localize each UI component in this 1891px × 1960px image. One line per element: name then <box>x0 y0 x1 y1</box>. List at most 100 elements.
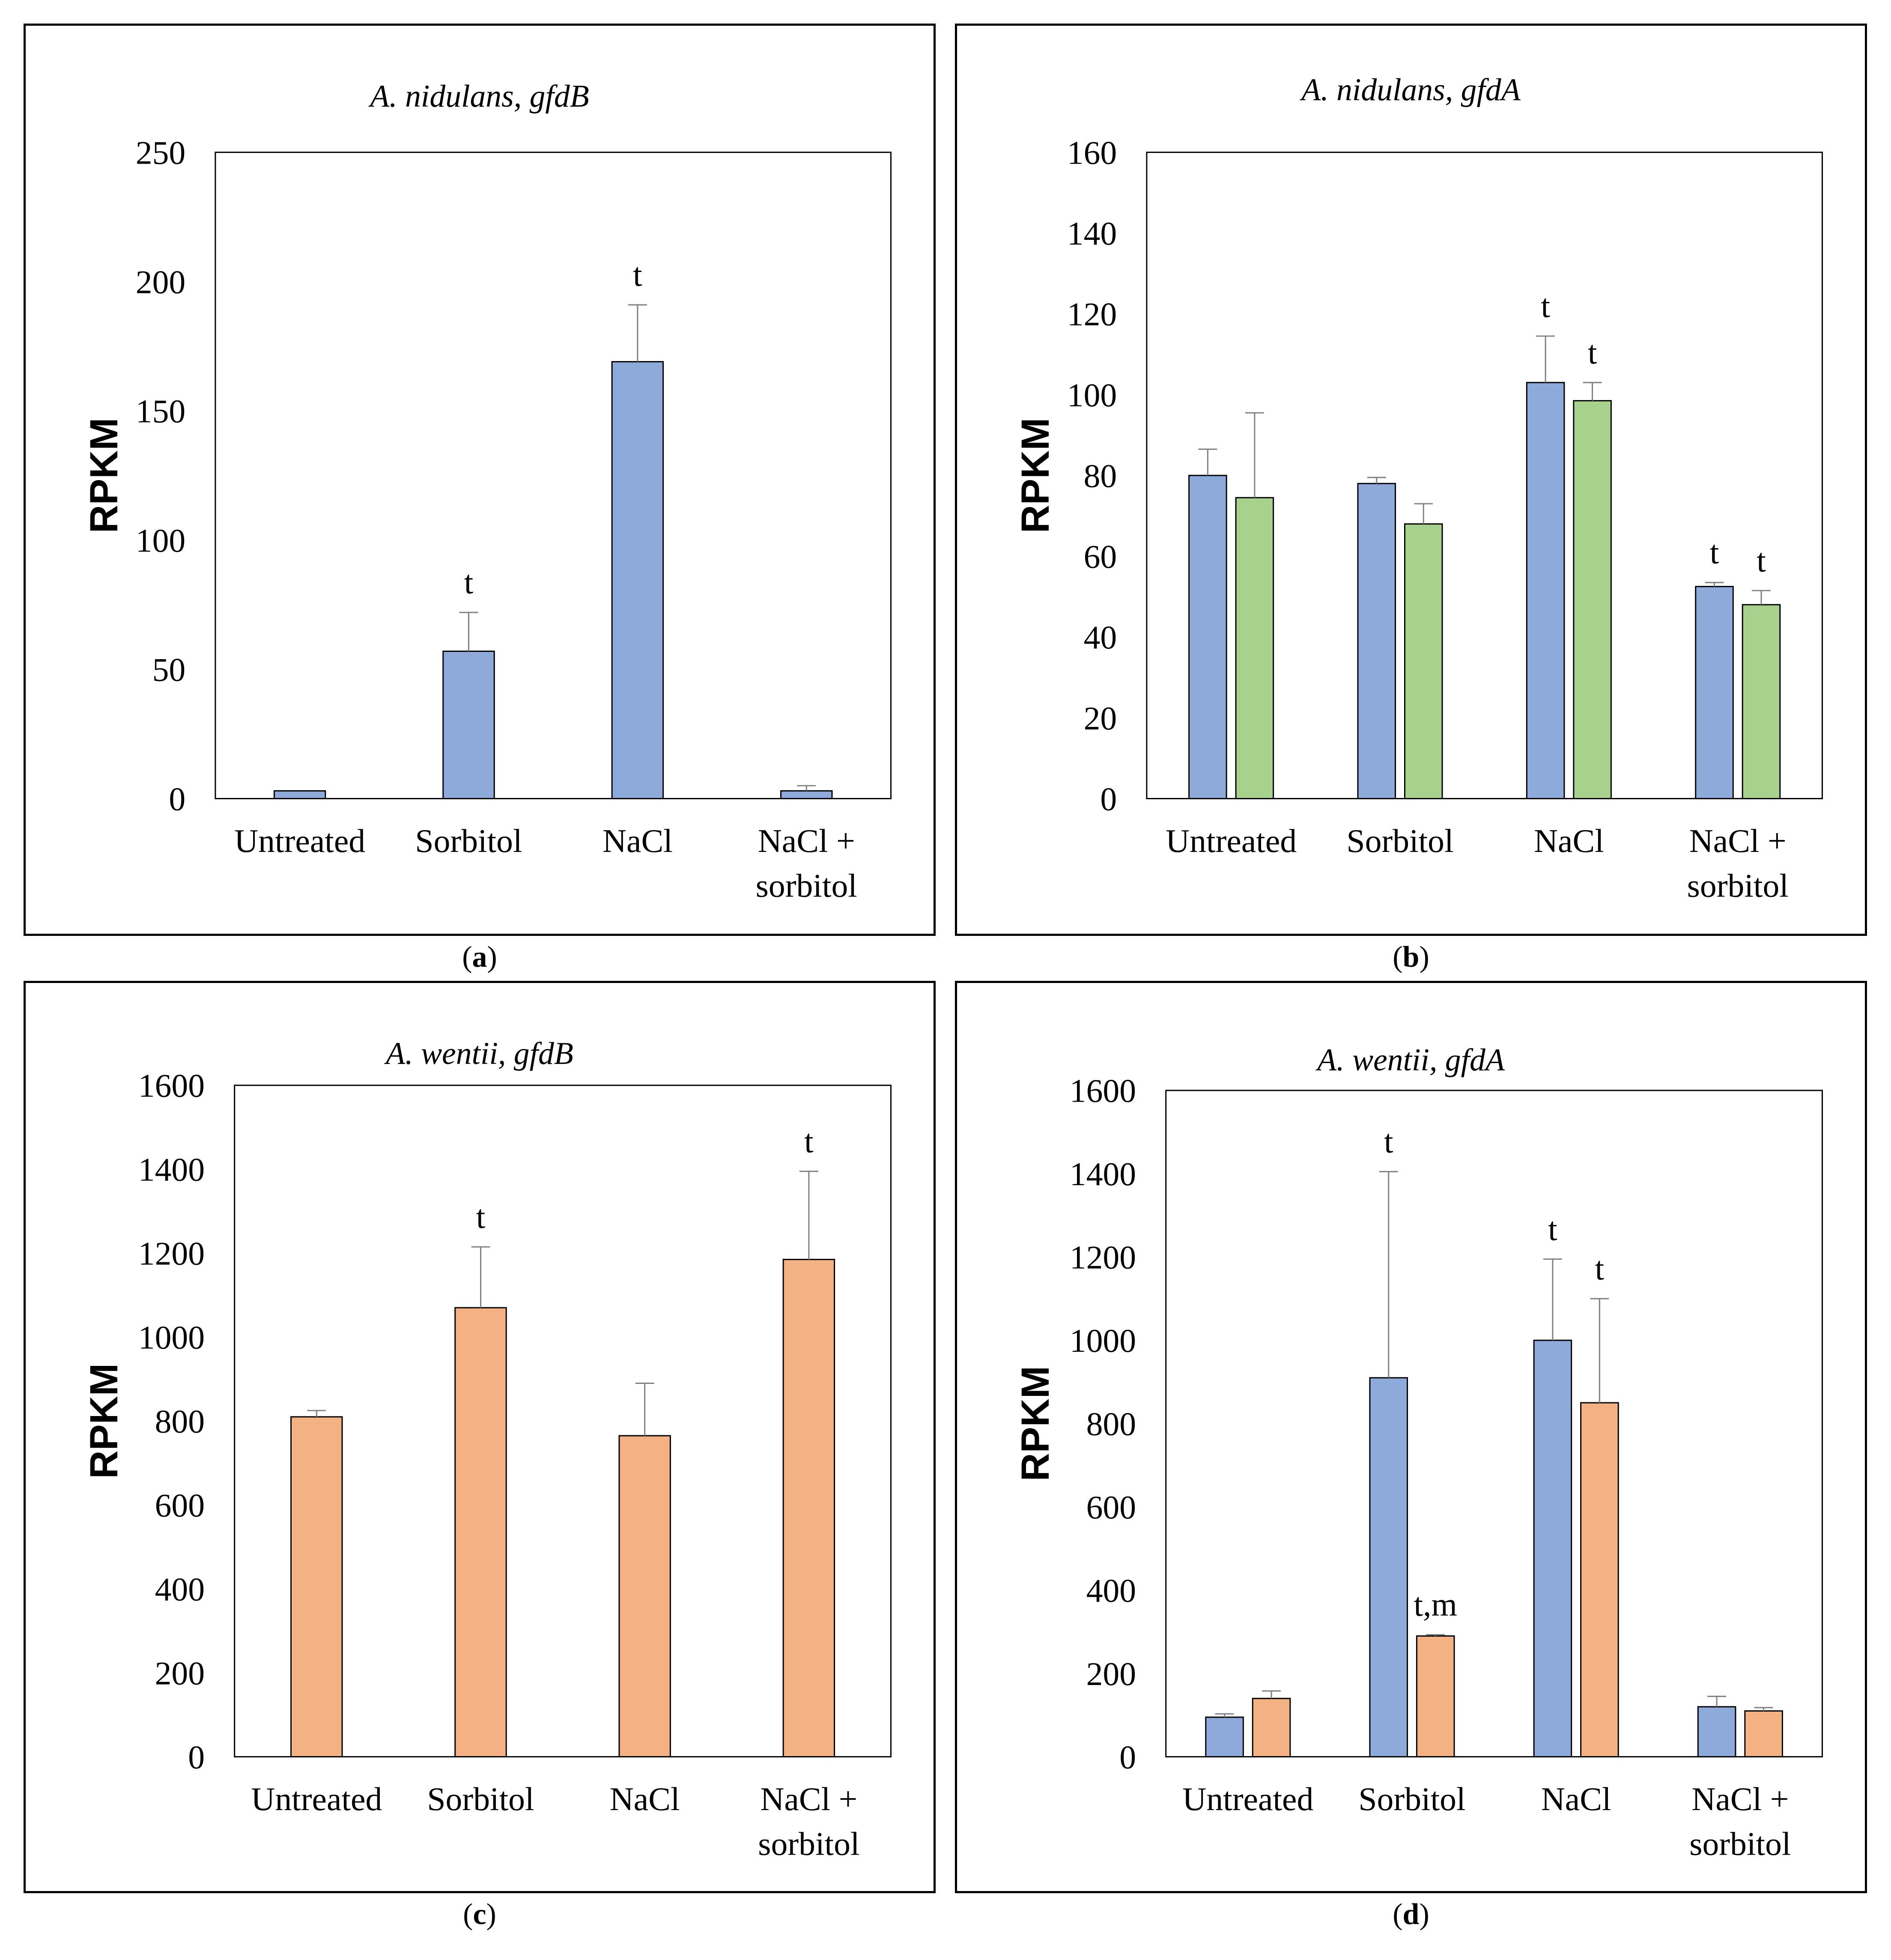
x-category-label: NaCl <box>1534 822 1604 859</box>
x-category-label: Sorbitol <box>1358 1781 1465 1817</box>
x-category-label: sorbitol <box>1687 867 1789 904</box>
significance-annotation: t <box>476 1198 486 1235</box>
y-tick-label: 1600 <box>138 1067 205 1104</box>
x-category-label: sorbitol <box>756 867 857 904</box>
bar <box>782 1258 835 1757</box>
chart-title: A. nidulans, gfdA <box>1299 72 1521 107</box>
bar <box>454 1307 507 1757</box>
bar <box>1580 1402 1619 1757</box>
bar <box>1695 586 1734 799</box>
y-tick-label: 1000 <box>1070 1322 1136 1359</box>
y-tick-label: 200 <box>1086 1655 1136 1692</box>
y-tick-label: 200 <box>136 263 185 300</box>
y-tick-label: 150 <box>136 393 185 430</box>
bar <box>1697 1706 1736 1757</box>
y-tick-label: 1400 <box>138 1151 205 1188</box>
panel-label-a: (a) <box>462 941 497 974</box>
x-category-label: Sorbitol <box>427 1781 534 1817</box>
chart-panel-b: A. nidulans, gfdA 0 20 40 60 80 100 120 140 160 RP… <box>955 24 1867 936</box>
y-tick-label: 140 <box>1067 215 1117 252</box>
panel-label-c: (c) <box>463 1898 496 1931</box>
y-tick-label: 40 <box>1084 619 1117 656</box>
x-category-label: Untreated <box>1166 822 1297 859</box>
chart-title: A. wentii, gfdA <box>1315 1042 1505 1077</box>
y-tick-label: 0 <box>1119 1739 1136 1775</box>
y-tick-label: 1200 <box>1070 1239 1136 1276</box>
bar <box>1744 1710 1783 1757</box>
panel-label-d: (d) <box>1393 1898 1429 1931</box>
x-category-label: NaCl <box>610 1781 680 1817</box>
bar <box>290 1416 343 1757</box>
significance-annotation: t <box>1595 1250 1605 1287</box>
y-axis-label: RPKM <box>1014 1366 1057 1482</box>
significance-annotation: t <box>804 1123 814 1159</box>
chart-title: A. nidulans, gfdB <box>368 78 589 114</box>
chart-c-svg: A. wentii, gfdB 0 200 400 600 800 1000 1200 1400… <box>82 1036 892 1862</box>
y-tick-label: 0 <box>1100 780 1117 817</box>
plot-area-frame <box>1146 152 1823 799</box>
y-tick-label: 60 <box>1084 538 1117 575</box>
bar <box>1404 523 1443 799</box>
significance-annotation: t <box>1757 542 1766 579</box>
x-category-label: sorbitol <box>758 1825 859 1862</box>
chart-panel-a: A. nidulans, gfdB 0 50 100 150 200 250 RPKM Untr… <box>24 24 936 936</box>
significance-annotation: t <box>1710 534 1719 571</box>
x-category-label: Untreated <box>251 1781 382 1817</box>
x-category-label: Untreated <box>1182 1781 1313 1817</box>
y-tick-label: 120 <box>1067 296 1117 333</box>
significance-annotation: t <box>1588 334 1597 370</box>
bar <box>1573 400 1612 799</box>
bar <box>1188 475 1227 799</box>
x-category-label: Sorbitol <box>1346 822 1453 859</box>
y-tick-label: 600 <box>1086 1489 1136 1526</box>
x-category-label: NaCl + <box>1689 822 1787 859</box>
y-tick-label: 0 <box>169 780 185 817</box>
significance-annotation: t <box>464 564 474 601</box>
y-tick-label: 0 <box>188 1739 205 1775</box>
y-axis-label: RPKM <box>82 418 126 533</box>
plot-area-frame <box>215 152 892 799</box>
plot-area-frame <box>1165 1090 1823 1757</box>
bar <box>1357 483 1396 799</box>
bar <box>1252 1697 1291 1757</box>
bar <box>1235 497 1274 799</box>
bar <box>611 361 664 799</box>
y-axis-label: RPKM <box>1014 418 1057 533</box>
chart-title: A. wentii, gfdB <box>384 1036 573 1071</box>
y-tick-label: 250 <box>136 134 185 171</box>
y-tick-label: 1400 <box>1070 1156 1136 1192</box>
chart-d-svg: A. wentii, gfdA 0 200 400 600 800 1000 1200 1400… <box>1014 1042 1823 1862</box>
bar <box>1526 382 1565 799</box>
y-tick-label: 160 <box>1067 134 1117 171</box>
y-tick-label: 1000 <box>138 1319 205 1356</box>
bar <box>1369 1377 1408 1757</box>
chart-panel-c: A. wentii, gfdB 0 200 400 600 800 1000 1200 1400… <box>24 981 936 1893</box>
y-tick-label: 400 <box>155 1571 205 1607</box>
x-category-label: NaCl <box>602 822 673 859</box>
bar <box>1533 1339 1572 1757</box>
y-tick-label: 200 <box>155 1655 205 1691</box>
x-category-label: Untreated <box>234 822 365 859</box>
significance-annotation: t <box>1384 1123 1393 1160</box>
chart-b-svg: A. nidulans, gfdA 0 20 40 60 80 100 120 140 160 RP… <box>1014 72 1823 904</box>
significance-annotation: t <box>1548 1210 1557 1247</box>
bar <box>1416 1635 1455 1757</box>
x-category-label: sorbitol <box>1689 1825 1791 1862</box>
chart-a-svg: A. nidulans, gfdB 0 50 100 150 200 250 RPKM Untr… <box>82 78 892 904</box>
x-category-label: NaCl + <box>1691 1781 1789 1817</box>
y-tick-label: 600 <box>155 1487 205 1524</box>
y-tick-label: 100 <box>1067 376 1117 413</box>
x-category-label: NaCl <box>1541 1781 1611 1817</box>
bar <box>618 1435 671 1757</box>
significance-annotation: t <box>1541 287 1550 324</box>
bar <box>1742 604 1781 799</box>
bar <box>273 790 326 799</box>
bar <box>442 650 495 799</box>
significance-annotation: t <box>633 256 642 293</box>
significance-annotation: t,m <box>1414 1586 1457 1623</box>
plot-area-frame <box>234 1085 892 1757</box>
y-tick-label: 80 <box>1084 457 1117 494</box>
x-category-label: Sorbitol <box>415 822 522 859</box>
bar <box>1205 1716 1244 1757</box>
x-category-label: NaCl + <box>758 822 855 859</box>
